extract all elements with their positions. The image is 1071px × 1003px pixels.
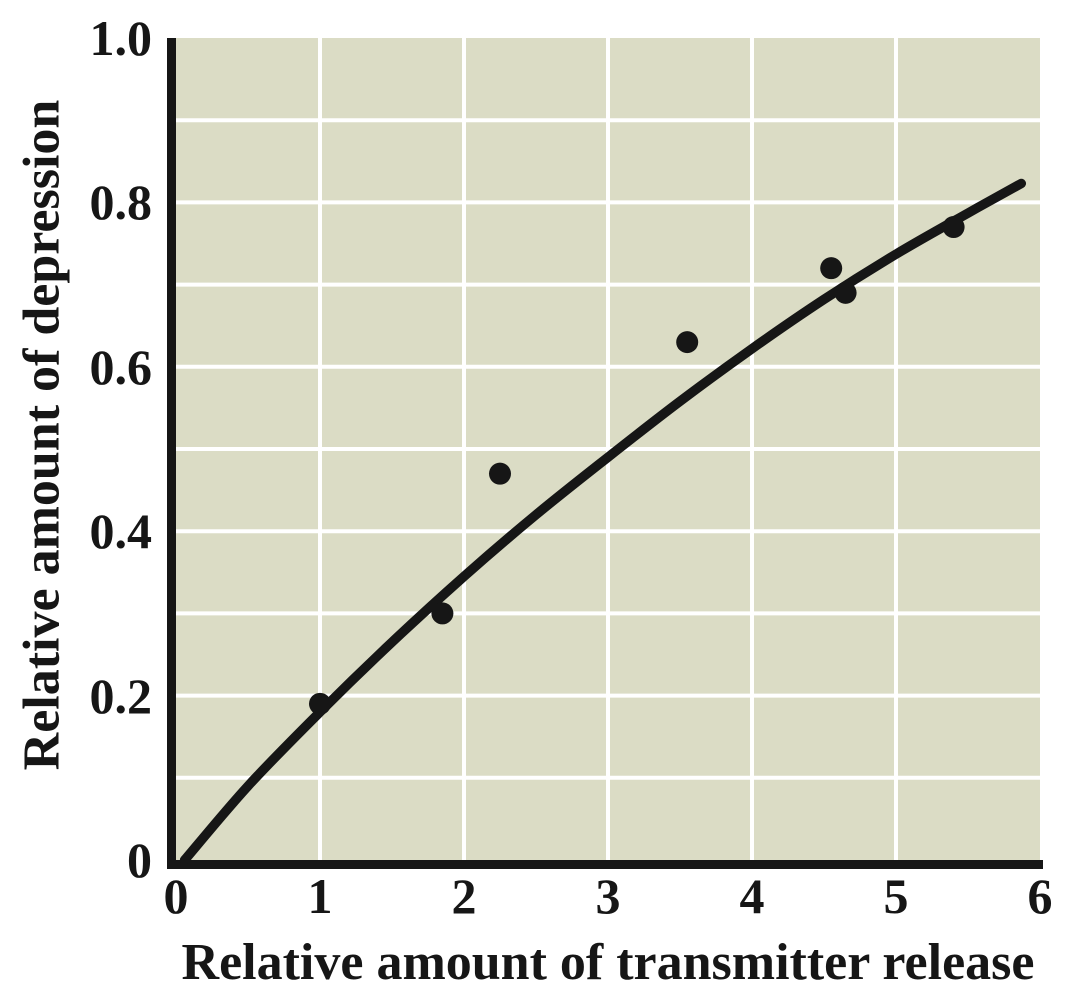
y-tick-label: 0.2: [89, 667, 153, 724]
data-point: [942, 216, 965, 239]
x-axis-title: Relative amount of transmitter release: [181, 934, 1035, 991]
x-tick-label: 3: [595, 868, 621, 924]
x-tick-label: 2: [451, 868, 477, 924]
x-tick-label: 5: [883, 868, 909, 924]
y-tick-label: 0.6: [89, 338, 153, 395]
data-point: [431, 602, 454, 625]
y-axis-title: Relative amount of depression: [13, 99, 71, 771]
data-point: [309, 692, 331, 715]
y-tick-label: 0.8: [89, 174, 153, 231]
x-axis-line: [167, 860, 1043, 869]
data-point: [676, 331, 699, 354]
data-point: [820, 257, 843, 280]
y-tick-label: 1.0: [89, 10, 153, 66]
y-tick-label: 0: [127, 832, 152, 888]
x-tick-label: 0: [163, 868, 189, 924]
y-tick-label: 0.4: [89, 503, 153, 560]
data-point: [489, 462, 511, 485]
x-tick-label: 1: [307, 868, 333, 924]
x-tick-label: 6: [1027, 868, 1053, 924]
x-tick-label: 4: [739, 868, 765, 924]
y-axis-line: [167, 38, 176, 869]
data-point: [834, 281, 857, 304]
